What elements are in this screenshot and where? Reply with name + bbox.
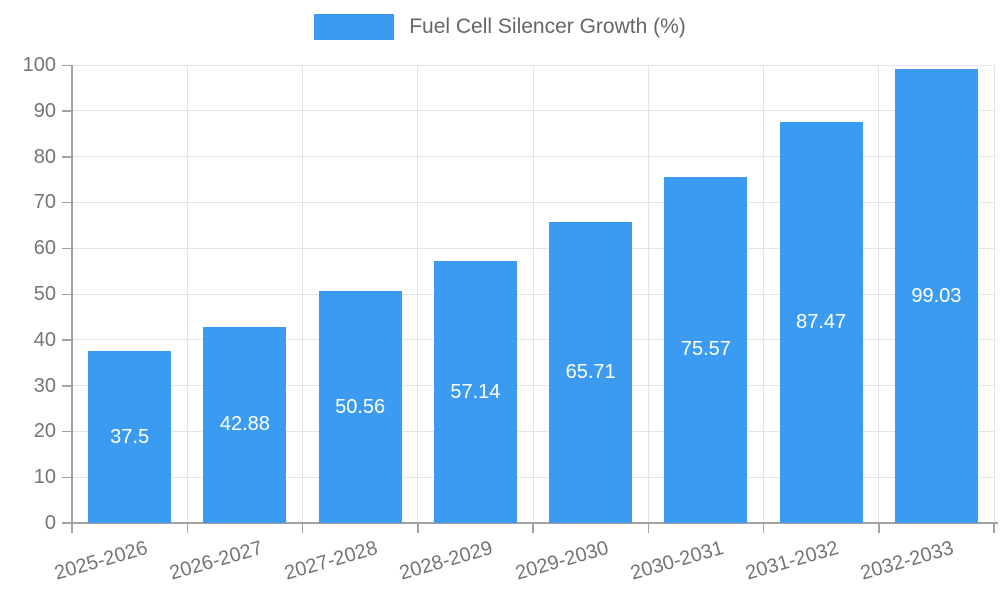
x-gridline <box>993 65 995 523</box>
x-axis-tick <box>647 523 649 533</box>
x-gridline <box>302 65 303 523</box>
legend-label: Fuel Cell Silencer Growth (%) <box>409 15 686 38</box>
bar: 37.5 <box>88 351 172 523</box>
x-gridline <box>763 65 764 523</box>
x-axis-tick <box>878 523 880 533</box>
y-axis-tick-label: 10 <box>33 466 56 489</box>
bar: 75.57 <box>664 176 748 523</box>
y-axis-tick <box>62 430 72 433</box>
bar: 87.47 <box>779 122 863 523</box>
bar: 57.14 <box>433 261 517 523</box>
x-axis-tick <box>532 523 534 533</box>
legend-swatch <box>314 14 395 40</box>
x-gridline <box>532 65 534 523</box>
bar-value-label: 42.88 <box>219 413 270 436</box>
x-axis-tick <box>417 523 419 533</box>
bar: 65.71 <box>549 222 633 523</box>
y-axis-tick-label: 0 <box>44 512 56 534</box>
x-axis-tick <box>993 523 995 533</box>
x-gridline <box>186 65 188 523</box>
bar-value-label: 87.47 <box>796 311 847 334</box>
bar: 99.03 <box>894 69 978 523</box>
y-axis-tick <box>62 247 72 250</box>
bar: 42.88 <box>203 326 287 523</box>
y-axis-tick <box>62 476 72 479</box>
y-axis-tick-label: 60 <box>33 237 56 260</box>
y-axis-tick-label: 100 <box>22 54 56 76</box>
x-gridline <box>417 65 419 523</box>
bar-value-label: 65.71 <box>565 361 616 384</box>
y-axis-tick <box>62 156 72 158</box>
y-axis-tick-label: 80 <box>33 145 56 168</box>
x-axis-tick <box>301 523 304 533</box>
bar-value-label: 57.14 <box>450 380 501 403</box>
y-axis-tick <box>62 385 72 387</box>
bar-value-label: 99.03 <box>911 284 962 307</box>
legend: Fuel Cell Silencer Growth (%) <box>0 14 1000 40</box>
bar: 50.56 <box>318 291 402 523</box>
y-axis-tick <box>62 293 72 295</box>
y-axis-tick-label: 20 <box>33 420 56 443</box>
y-axis-tick-label: 30 <box>33 374 56 397</box>
x-gridline <box>647 65 649 523</box>
y-axis-tick <box>62 201 72 204</box>
y-axis-tick-label: 70 <box>33 191 56 214</box>
y-axis-line <box>71 65 73 533</box>
x-axis-tick <box>762 523 765 533</box>
y-axis-tick <box>62 110 72 112</box>
bar-value-label: 50.56 <box>335 395 386 418</box>
y-axis-tick-label: 40 <box>33 328 56 351</box>
x-gridline <box>878 65 880 523</box>
bar-value-label: 37.5 <box>110 425 150 448</box>
y-axis-tick <box>62 64 72 66</box>
bar-value-label: 75.57 <box>680 338 731 361</box>
y-axis-tick <box>62 339 72 341</box>
y-axis-tick-label: 90 <box>33 99 56 122</box>
x-axis-line <box>62 522 998 524</box>
x-axis-tick <box>186 523 188 533</box>
y-axis-tick-label: 50 <box>33 283 56 305</box>
